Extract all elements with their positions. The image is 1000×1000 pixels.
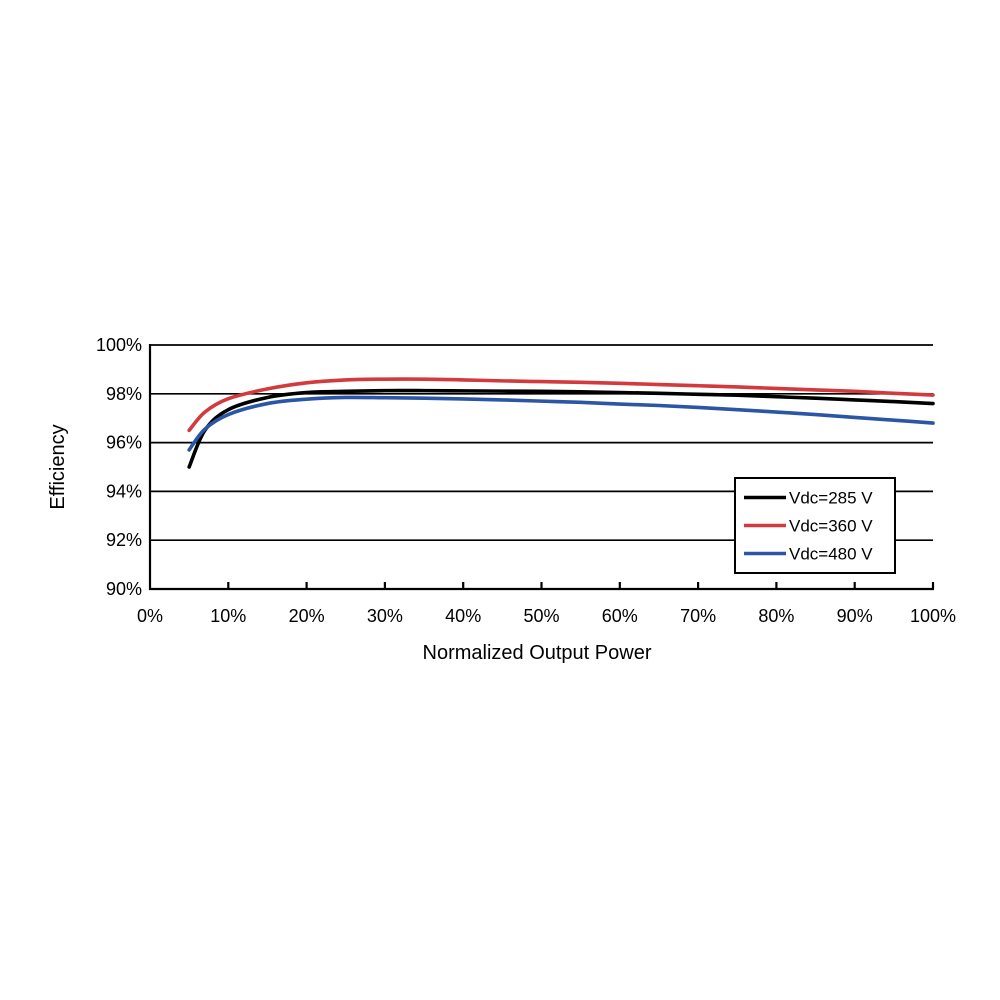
legend-item-vdc-480-v: Vdc=480 V xyxy=(744,545,873,564)
legend-label-vdc-360-v: Vdc=360 V xyxy=(789,517,873,536)
x-tick-label-60: 60% xyxy=(602,606,638,626)
x-tick-labels: 0% 10% 20% 30% 40% 50% 60% 70% 80% 90% 100% xyxy=(137,606,956,626)
x-tick-label-100: 100% xyxy=(910,606,956,626)
x-tick-label-90: 90% xyxy=(837,606,873,626)
y-tick-label-98: 98% xyxy=(106,384,142,404)
x-tick-label-30: 30% xyxy=(367,606,403,626)
series-curve-vdc-480-v xyxy=(187,395,935,452)
legend-label-vdc-480-v: Vdc=480 V xyxy=(789,545,873,564)
legend-item-vdc-360-v: Vdc=360 V xyxy=(744,517,873,536)
series-curve-vdc-360-v xyxy=(187,377,935,433)
y-tick-label-94: 94% xyxy=(106,481,142,501)
series-curve-vdc-285-v xyxy=(187,388,935,469)
x-tick-label-50: 50% xyxy=(523,606,559,626)
series-curves xyxy=(187,377,935,469)
legend-label-vdc-285-v: Vdc=285 V xyxy=(789,489,873,508)
y-tick-label-100: 100% xyxy=(96,335,142,355)
x-axis-title: Normalized Output Power xyxy=(423,642,652,664)
x-tick-label-40: 40% xyxy=(445,606,481,626)
legend-item-vdc-285-v: Vdc=285 V xyxy=(744,489,873,508)
y-tick-labels: 90% 92% 94% 96% 98% 100% xyxy=(96,335,142,599)
y-tick-label-90: 90% xyxy=(106,579,142,599)
x-tick-label-20: 20% xyxy=(289,606,325,626)
x-tick-label-0: 0% xyxy=(137,606,163,626)
x-tick-label-70: 70% xyxy=(680,606,716,626)
x-tick-label-80: 80% xyxy=(758,606,794,626)
y-tick-label-92: 92% xyxy=(106,530,142,550)
y-tick-label-96: 96% xyxy=(106,433,142,453)
chart-legend: Vdc=285 V Vdc=360 V Vdc=480 V xyxy=(734,477,896,574)
axes xyxy=(148,344,935,591)
y-axis-title: Efficiency xyxy=(47,424,69,509)
x-tick-label-10: 10% xyxy=(210,606,246,626)
